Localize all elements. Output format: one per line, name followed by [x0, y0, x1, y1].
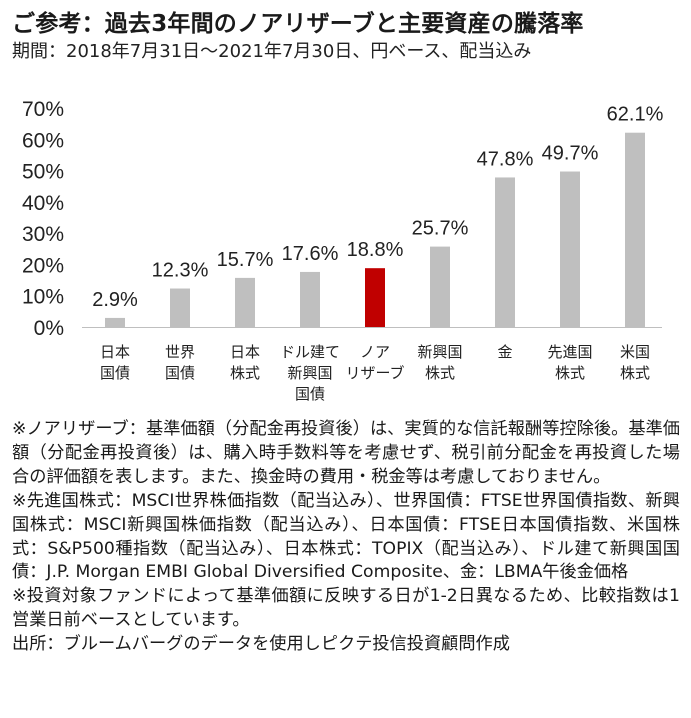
- data-label: 15.7%: [217, 249, 274, 271]
- x-tick-label: 国債: [295, 385, 325, 403]
- x-tick-label: 日本: [230, 343, 260, 361]
- data-label: 62.1%: [607, 104, 664, 126]
- bar: [170, 288, 190, 327]
- data-label: 47.8%: [477, 148, 534, 170]
- bar: [235, 277, 255, 327]
- footnote-source: 出所：ブルームバーグのデータを使用しピクテ投信投資顧問作成: [12, 634, 510, 655]
- footnote-noah-reserve: ※ノアリザーブ：基準価額（分配金再投資後）は、実質的な信託報酬等控除後。基準価額…: [12, 419, 680, 487]
- footnote-timing: ※投資対象ファンドによって基準価額に反映する日が1-2日異なるため、比較指数は1…: [12, 586, 680, 631]
- y-tick-label: 60%: [22, 129, 64, 152]
- x-tick-label: 新興国: [287, 364, 332, 382]
- data-label: 12.3%: [152, 260, 209, 282]
- y-tick-label: 10%: [22, 286, 64, 309]
- x-tick-label: 株式: [425, 364, 455, 382]
- x-tick-label: 日本: [100, 343, 130, 361]
- footnotes: ※ノアリザーブ：基準価額（分配金再投資後）は、実質的な信託報酬等控除後。基準価額…: [12, 418, 680, 657]
- bar-highlight: [365, 268, 385, 327]
- data-label: 18.8%: [347, 239, 404, 261]
- y-tick-label: 40%: [22, 192, 64, 215]
- page-title: ご参考：過去3年間のノアリザーブと主要資産の騰落率: [12, 11, 584, 37]
- data-label: 17.6%: [282, 243, 339, 265]
- footnote-indices: ※先進国株式：MSCI世界株価指数（配当込み）、世界国債：FTSE世界国債指数、…: [12, 490, 680, 583]
- x-tick-label: 新興国: [417, 343, 462, 361]
- y-tick-label: 30%: [22, 223, 64, 246]
- bar: [495, 177, 515, 327]
- x-tick-label: ノア: [360, 343, 390, 361]
- x-tick-label: 株式: [555, 364, 585, 382]
- bar: [625, 132, 645, 327]
- bar: [560, 171, 580, 327]
- x-tick-label: 金: [497, 343, 512, 361]
- bar: [430, 246, 450, 327]
- x-tick-label: 株式: [230, 364, 260, 382]
- x-tick-label: 先進国: [547, 343, 592, 361]
- x-tick-label: 国債: [165, 364, 195, 382]
- bar-chart: 0% 10% 20% 30% 40% 50% 60% 70% 2.9% 日本国債 12.3% 世界国債…: [22, 98, 664, 403]
- y-tick-label: 20%: [22, 254, 64, 277]
- page-subtitle: 期間：2018年7月31日～2021年7月30日、円ベース、配当込み: [12, 41, 532, 62]
- y-tick-label: 0%: [34, 317, 64, 340]
- x-tick-label: 米国: [620, 343, 650, 361]
- x-tick-label: 国債: [100, 364, 130, 382]
- bar: [105, 317, 125, 327]
- data-label: 49.7%: [542, 143, 599, 165]
- x-tick-label: 世界: [165, 343, 195, 361]
- y-tick-label: 70%: [22, 98, 64, 121]
- bar: [300, 271, 320, 327]
- x-tick-label: 株式: [620, 364, 650, 382]
- x-tick-label: ドル建て: [280, 343, 340, 361]
- y-tick-label: 50%: [22, 161, 64, 184]
- data-label: 25.7%: [412, 218, 469, 240]
- data-label: 2.9%: [92, 289, 138, 311]
- x-tick-label: リザーブ: [345, 364, 404, 382]
